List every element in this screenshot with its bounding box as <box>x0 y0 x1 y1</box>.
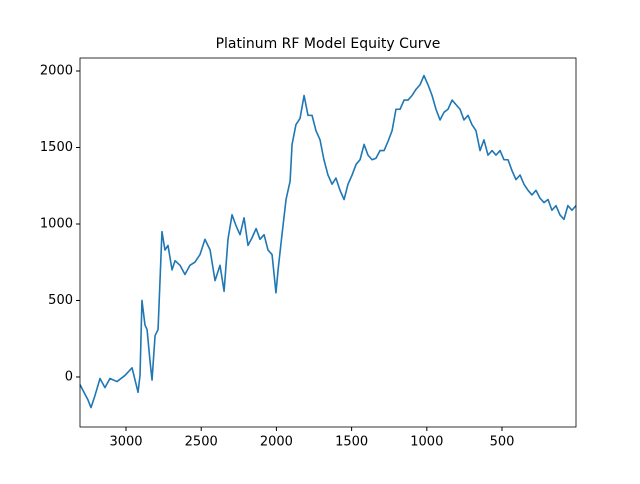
x-tick-label: 3000 <box>109 435 142 450</box>
y-tick-label: 2000 <box>40 64 73 79</box>
x-tick-label: 1500 <box>335 435 368 450</box>
x-tick-label: 500 <box>490 435 515 450</box>
x-tick-label: 2000 <box>260 435 293 450</box>
x-tick-label: 2500 <box>185 435 218 450</box>
y-tick-label: 1500 <box>40 140 73 155</box>
y-tick-label: 500 <box>48 293 73 308</box>
y-tick-label: 1000 <box>40 216 73 231</box>
chart-title: Platinum RF Model Equity Curve <box>216 36 441 52</box>
y-tick-label: 0 <box>65 369 73 384</box>
x-tick-label: 1000 <box>410 435 443 450</box>
equity-line <box>79 74 577 409</box>
axes-frame <box>79 57 577 428</box>
